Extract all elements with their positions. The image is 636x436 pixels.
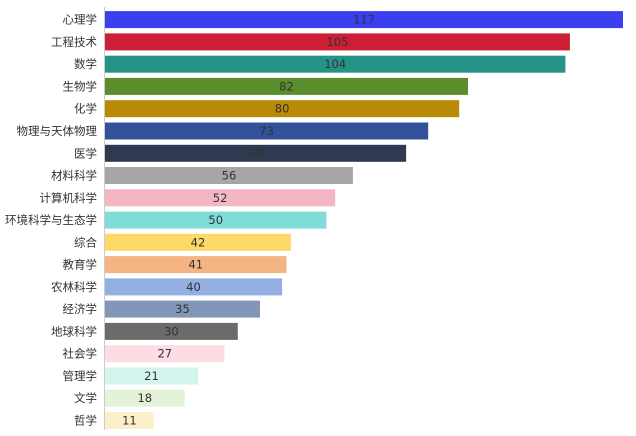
bar-5	[105, 122, 429, 140]
bar-2	[105, 55, 566, 73]
value-label-13: 35	[175, 302, 190, 316]
value-label-10: 42	[191, 235, 206, 249]
category-label-18: 哲学	[74, 414, 97, 428]
category-label-2: 数学	[74, 57, 97, 71]
bar-9	[105, 211, 327, 229]
bar-14	[105, 322, 238, 340]
bar-16	[105, 367, 198, 385]
value-label-12: 40	[186, 280, 201, 294]
bar-8	[105, 189, 336, 207]
category-label-16: 管理学	[63, 369, 98, 383]
value-label-16: 21	[144, 369, 159, 383]
category-label-6: 医学	[74, 146, 97, 160]
bar-15	[105, 345, 225, 363]
bar-4	[105, 100, 460, 118]
value-label-8: 52	[213, 191, 228, 205]
bars	[105, 11, 623, 429]
bar-13	[105, 300, 260, 318]
category-label-14: 地球科学	[51, 324, 97, 338]
value-label-11: 41	[188, 258, 203, 272]
bar-6	[105, 144, 407, 162]
category-label-10: 综合	[74, 235, 97, 249]
category-label-11: 教育学	[63, 258, 98, 272]
value-label-7: 56	[222, 169, 237, 183]
value-label-3: 82	[279, 79, 294, 93]
category-label-12: 农林科学	[51, 280, 97, 294]
bar-17	[105, 389, 185, 407]
value-label-14: 30	[164, 324, 179, 338]
bar-18	[105, 412, 154, 429]
category-label-3: 生物学	[63, 79, 98, 93]
category-labels: 心理学工程技术数学生物学化学物理与天体物理医学材料科学计算机科学环境科学与生态学…	[5, 13, 97, 428]
value-label-4: 80	[275, 102, 290, 116]
value-label-9: 50	[208, 213, 223, 227]
category-label-13: 经济学	[63, 302, 98, 316]
value-label-0: 117	[353, 13, 375, 27]
bar-11	[105, 256, 287, 274]
bar-7	[105, 167, 353, 184]
value-label-18: 11	[122, 414, 137, 428]
bar-0	[105, 11, 623, 29]
category-label-15: 社会学	[63, 347, 98, 361]
bar-12	[105, 278, 283, 296]
category-label-1: 工程技术	[51, 35, 97, 49]
category-label-8: 计算机科学	[40, 191, 98, 205]
value-label-15: 27	[157, 347, 172, 361]
category-label-17: 文学	[74, 391, 97, 405]
value-label-1: 105	[326, 35, 348, 49]
value-label-5: 73	[259, 124, 274, 138]
bar-1	[105, 33, 570, 51]
category-label-7: 材料科学	[51, 169, 97, 183]
value-label-2: 104	[324, 57, 346, 71]
bar-3	[105, 77, 468, 95]
category-label-9: 环境科学与生态学	[5, 213, 97, 227]
bar-10	[105, 233, 291, 251]
category-label-5: 物理与天体物理	[17, 124, 98, 138]
value-label-6: 68	[248, 146, 263, 160]
category-label-0: 心理学	[63, 13, 98, 27]
value-label-17: 18	[137, 391, 152, 405]
category-label-4: 化学	[74, 102, 97, 116]
